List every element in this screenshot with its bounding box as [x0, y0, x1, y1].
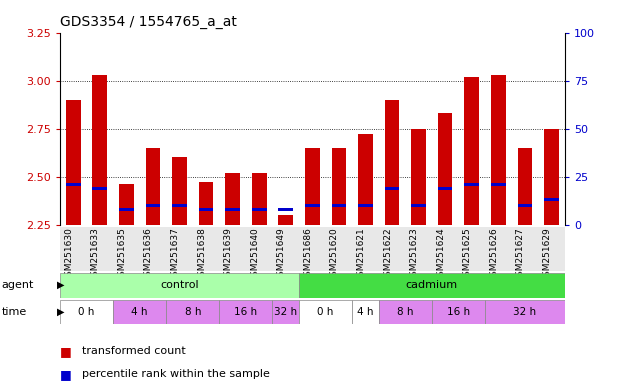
Text: ■: ■ [60, 368, 72, 381]
Text: 4 h: 4 h [131, 307, 148, 317]
Text: GSM251630: GSM251630 [64, 227, 73, 282]
Bar [411, 204, 426, 207]
Text: 32 h: 32 h [274, 307, 297, 317]
Bar [332, 204, 346, 207]
Text: GSM251639: GSM251639 [223, 227, 233, 282]
Text: GSM251637: GSM251637 [170, 227, 179, 282]
Bar [93, 75, 107, 225]
Bar [278, 208, 293, 211]
Text: percentile rank within the sample: percentile rank within the sample [82, 369, 270, 379]
Bar [432, 300, 485, 324]
Bar [517, 204, 532, 207]
Text: control: control [160, 280, 199, 290]
Text: GSM251624: GSM251624 [436, 227, 445, 282]
Text: ▶: ▶ [57, 307, 64, 317]
Bar [299, 273, 565, 298]
Bar [146, 148, 160, 225]
Bar [119, 208, 134, 211]
Bar [517, 148, 532, 225]
Text: GSM251629: GSM251629 [543, 227, 551, 282]
Text: GSM251621: GSM251621 [357, 227, 365, 282]
Text: 32 h: 32 h [514, 307, 536, 317]
Bar [464, 77, 479, 225]
Text: cadmium: cadmium [406, 280, 458, 290]
Bar [273, 300, 299, 324]
Bar [485, 300, 565, 324]
Text: GSM251623: GSM251623 [410, 227, 418, 282]
Text: 4 h: 4 h [357, 307, 374, 317]
Text: 8 h: 8 h [184, 307, 201, 317]
Text: GSM251622: GSM251622 [383, 227, 392, 282]
Bar [199, 182, 213, 225]
Text: GSM251638: GSM251638 [197, 227, 206, 282]
Text: 16 h: 16 h [234, 307, 257, 317]
Bar [252, 173, 266, 225]
Text: GSM251626: GSM251626 [489, 227, 498, 282]
Bar [172, 204, 187, 207]
Bar [411, 129, 426, 225]
Bar [278, 215, 293, 225]
Bar [332, 148, 346, 225]
Bar [172, 157, 187, 225]
Text: GSM251649: GSM251649 [277, 227, 286, 282]
Bar [385, 187, 399, 190]
Bar [438, 113, 452, 225]
Bar [119, 184, 134, 225]
Text: GSM251636: GSM251636 [144, 227, 153, 282]
Bar [491, 183, 505, 186]
Bar [305, 148, 320, 225]
Bar [299, 300, 352, 324]
Text: agent: agent [1, 280, 33, 290]
Text: 16 h: 16 h [447, 307, 470, 317]
Bar [225, 173, 240, 225]
Bar [66, 183, 81, 186]
Bar [358, 134, 373, 225]
Bar [544, 129, 559, 225]
Bar [225, 208, 240, 211]
Bar [199, 208, 213, 211]
Text: GSM251620: GSM251620 [330, 227, 339, 282]
Text: GDS3354 / 1554765_a_at: GDS3354 / 1554765_a_at [60, 15, 237, 29]
Text: GSM251625: GSM251625 [463, 227, 472, 282]
Bar [220, 300, 273, 324]
Bar [113, 300, 166, 324]
Text: GSM251640: GSM251640 [251, 227, 259, 282]
Bar [252, 208, 266, 211]
Text: time: time [1, 307, 27, 317]
Bar [352, 300, 379, 324]
Bar [358, 204, 373, 207]
Text: GSM251627: GSM251627 [516, 227, 525, 282]
Bar [146, 204, 160, 207]
Bar [166, 300, 220, 324]
Text: transformed count: transformed count [82, 346, 186, 356]
Bar [379, 300, 432, 324]
Bar [438, 187, 452, 190]
Bar [544, 198, 559, 201]
Bar [385, 100, 399, 225]
Text: 8 h: 8 h [397, 307, 413, 317]
Bar [464, 183, 479, 186]
Text: GSM251635: GSM251635 [117, 227, 126, 282]
Bar [491, 75, 505, 225]
Text: GSM251686: GSM251686 [304, 227, 312, 282]
Bar [60, 300, 113, 324]
Bar [305, 204, 320, 207]
Bar [93, 187, 107, 190]
Bar [60, 273, 299, 298]
Text: GSM251633: GSM251633 [91, 227, 100, 282]
Text: ▶: ▶ [57, 280, 64, 290]
Text: 0 h: 0 h [317, 307, 334, 317]
Bar [66, 100, 81, 225]
Text: ■: ■ [60, 345, 72, 358]
Text: 0 h: 0 h [78, 307, 95, 317]
